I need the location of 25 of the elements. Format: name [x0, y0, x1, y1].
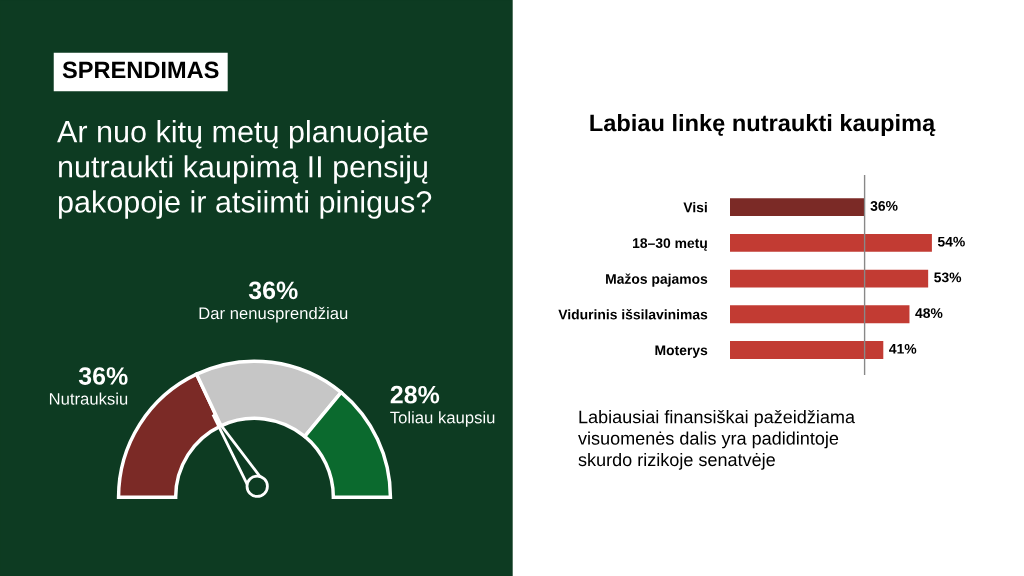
data-label: 36%: [248, 281, 298, 300]
data-label: 54%: [937, 236, 965, 247]
y-tick-label: 18–30 metų: [632, 238, 707, 251]
data-label: 36%: [870, 201, 898, 211]
y-tick-label: Mažos pajamos: [606, 273, 708, 287]
bar: [730, 305, 910, 324]
bar: [730, 269, 929, 288]
data-label: 53%: [934, 272, 962, 283]
slice-label: Nutrauksiu: [49, 392, 128, 405]
slice-label: Toliau kaupsiu: [390, 411, 495, 427]
data-label: 48%: [915, 308, 943, 319]
y-tick-label: Visi: [683, 202, 707, 213]
bar: [730, 233, 932, 252]
data-label: 28%: [390, 385, 440, 404]
slice-label: Dar nenusprendžiau: [199, 306, 348, 323]
data-label: 36%: [78, 367, 128, 385]
bar: [730, 341, 884, 359]
chart-title: Labiau linkę nutraukti kaupimą: [590, 114, 936, 137]
chart-title: Ar nuo kitų metų planuojate nutraukti kaupimą II pensijų pakopoje ir atsiimti pinigus?: [57, 120, 432, 219]
text: Labiausiai finansiškai pažeidžiama visuomenės dalis yra padidintoje skurdo rizikoje senatvėje: [578, 410, 856, 470]
bar: [730, 198, 865, 217]
data-label: 41%: [889, 343, 917, 354]
text: SPRENDIMAS: [62, 61, 219, 79]
y-tick-label: Moterys: [655, 345, 708, 358]
y-tick-label: Vidurinis išsilavinimas: [558, 308, 708, 320]
